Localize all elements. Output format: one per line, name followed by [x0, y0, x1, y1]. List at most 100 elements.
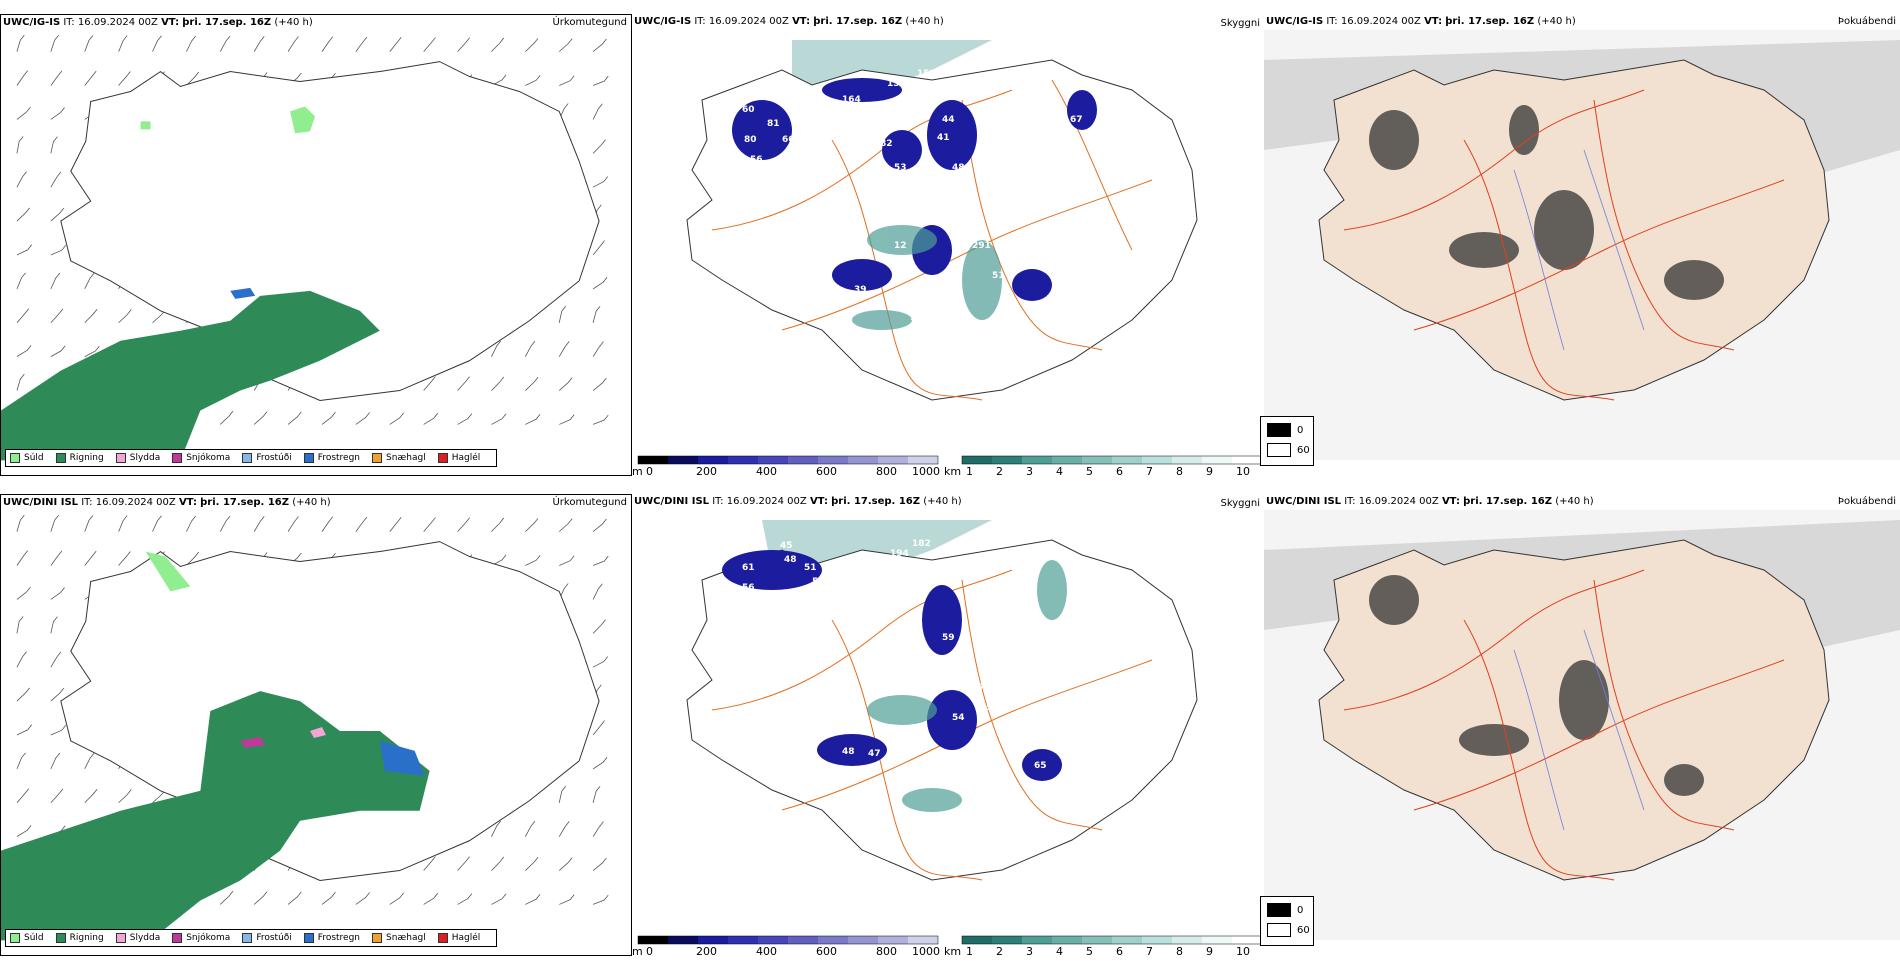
- cloud-base-label: 95: [1072, 593, 1085, 603]
- cloud-base-label: 47: [740, 73, 753, 83]
- cloud-base-label: 171: [910, 765, 929, 775]
- panel-header: UWC/IG-IS IT: 16.09.2024 00Z VT: þri. 17…: [634, 16, 944, 27]
- cloud-visibility-colorbars: m 0 200 400 600 800 1000 km 1 2 3 4 5 6 …: [632, 934, 1264, 958]
- wind-barb: [16, 272, 26, 290]
- wind-barb: [457, 517, 470, 532]
- cloud-base-label: 67: [1070, 115, 1083, 125]
- cloud-base-label: 44: [942, 115, 955, 125]
- cloud-base-label: 48: [784, 555, 797, 565]
- wind-barb: [50, 244, 67, 256]
- wind-barb: [321, 516, 334, 532]
- wind-barb: [16, 171, 27, 188]
- cloud-base-label: 51: [804, 563, 817, 573]
- cloud-base-label: 66: [782, 135, 795, 145]
- wind-barb: [389, 412, 405, 425]
- fog-index-legend: 0 60: [1260, 416, 1314, 466]
- wind-barb: [50, 616, 58, 634]
- cloud-base-label: 53: [894, 163, 907, 173]
- cloud-base-tick: 200: [696, 465, 717, 478]
- wind-barb: [219, 35, 231, 52]
- wind-barb: [16, 825, 32, 837]
- wind-barb: [559, 414, 575, 425]
- cloud-base-label: 102: [1132, 713, 1151, 723]
- wind-barb: [423, 517, 436, 532]
- cloud-base-label: 52: [772, 611, 785, 621]
- cloud-base-label: 62: [912, 353, 925, 363]
- fog-index-map: [1264, 30, 1900, 460]
- wind-barb: [84, 308, 98, 324]
- cloud-base-label: 48: [842, 747, 855, 757]
- cloud-base-label: 164: [842, 95, 861, 105]
- fog-index-panel-row1: UWC/IG-IS IT: 16.09.2024 00Z VT: þri. 17…: [1260, 14, 1900, 476]
- wind-barb: [558, 857, 573, 871]
- precip-type-legend: Súld Rigning Slydda Snjókoma Frostúði Fr…: [5, 449, 498, 467]
- cloud-base-visibility-map: 45 48 51 55 120 194 182 61 56 52 85 59 8…: [686, 520, 1198, 881]
- cloud-base-tick: 600: [816, 465, 837, 478]
- cloud-base-label: 89: [772, 255, 785, 265]
- precip-type-map: [1, 34, 609, 461]
- wind-barb: [558, 341, 570, 357]
- cloud-base-label: 94: [932, 363, 945, 373]
- wind-barb: [558, 38, 573, 52]
- wind-barb: [16, 687, 30, 702]
- cloud-base-tick: 600: [816, 945, 837, 958]
- cloud-base-label: 45: [780, 541, 793, 551]
- wind-barb: [16, 616, 24, 634]
- legend-item-snow-pellets: Snæhagl: [372, 933, 426, 943]
- wind-barb: [50, 345, 66, 357]
- wind-barb: [219, 515, 231, 532]
- wind-barb: [50, 788, 64, 804]
- visibility-tick: 3: [1026, 945, 1033, 958]
- wind-barb: [525, 377, 539, 391]
- wind-barb: [592, 240, 605, 256]
- legend-item-sleet: Slydda: [115, 933, 160, 943]
- wind-barb: [592, 518, 607, 532]
- wind-barb: [592, 38, 607, 52]
- cloud-base-label: 49: [900, 733, 913, 743]
- cloud-base-label: 48: [952, 163, 965, 173]
- visibility-tick: 3: [1026, 465, 1033, 478]
- wind-barb: [491, 376, 505, 391]
- cloud-base-tick: 0: [646, 945, 653, 958]
- wind-barb: [355, 36, 368, 52]
- cloud-base-label: 60: [742, 105, 755, 115]
- wind-barb: [84, 70, 97, 86]
- wind-barb: [321, 36, 334, 52]
- cloud-base-tick: 0: [646, 465, 653, 478]
- cloud-base-label: 41: [937, 133, 950, 143]
- cloud-base-label: 57: [986, 703, 999, 713]
- cloud-visibility-panel-row1: UWC/IG-IS IT: 16.09.2024 00Z VT: þri. 17…: [632, 14, 1264, 478]
- wind-barb: [16, 788, 30, 804]
- wind-barb: [558, 821, 570, 837]
- wind-barb: [525, 75, 541, 86]
- wind-barb: [592, 894, 609, 905]
- legend-item-sleet: Slydda: [115, 453, 160, 463]
- wind-barb: [50, 272, 61, 290]
- precip-type-panel-row1: UWC/IG-IS IT: 16.09.2024 00Z VT: þri. 17…: [0, 14, 632, 476]
- wind-barb: [592, 757, 608, 770]
- wind-barb: [50, 207, 65, 222]
- wind-barb: [84, 345, 100, 358]
- panel-corner-title: Þokuábendi: [1837, 16, 1896, 27]
- panel-corner-title: Þokuábendi: [1837, 496, 1896, 507]
- wind-barb: [491, 517, 505, 532]
- wind-barb: [525, 414, 541, 425]
- visibility-tick: 9: [1206, 465, 1213, 478]
- wind-barb: [287, 36, 299, 52]
- cloud-base-label: 56: [750, 155, 763, 165]
- wind-barb: [389, 37, 402, 52]
- visibility-tick: 1: [966, 945, 973, 958]
- cloud-base-label: 59: [942, 633, 955, 643]
- cloud-base-label: 152: [917, 69, 936, 79]
- precip-type-legend: Súld Rigning Slydda Snjókoma Frostúði Fr…: [5, 929, 498, 947]
- wind-barb: [16, 586, 31, 600]
- cloud-base-label: 194: [890, 549, 909, 559]
- cloud-base-tick: 1000: [912, 465, 940, 478]
- cloud-visibility-panel-row2: UWC/DINI ISL IT: 16.09.2024 00Z VT: þri.…: [632, 494, 1264, 958]
- wind-barb: [186, 515, 196, 532]
- wind-barb: [50, 70, 63, 86]
- wind-barb: [423, 376, 436, 391]
- wind-barb: [592, 619, 606, 634]
- wind-barb: [592, 75, 609, 86]
- wind-barb: [50, 107, 65, 120]
